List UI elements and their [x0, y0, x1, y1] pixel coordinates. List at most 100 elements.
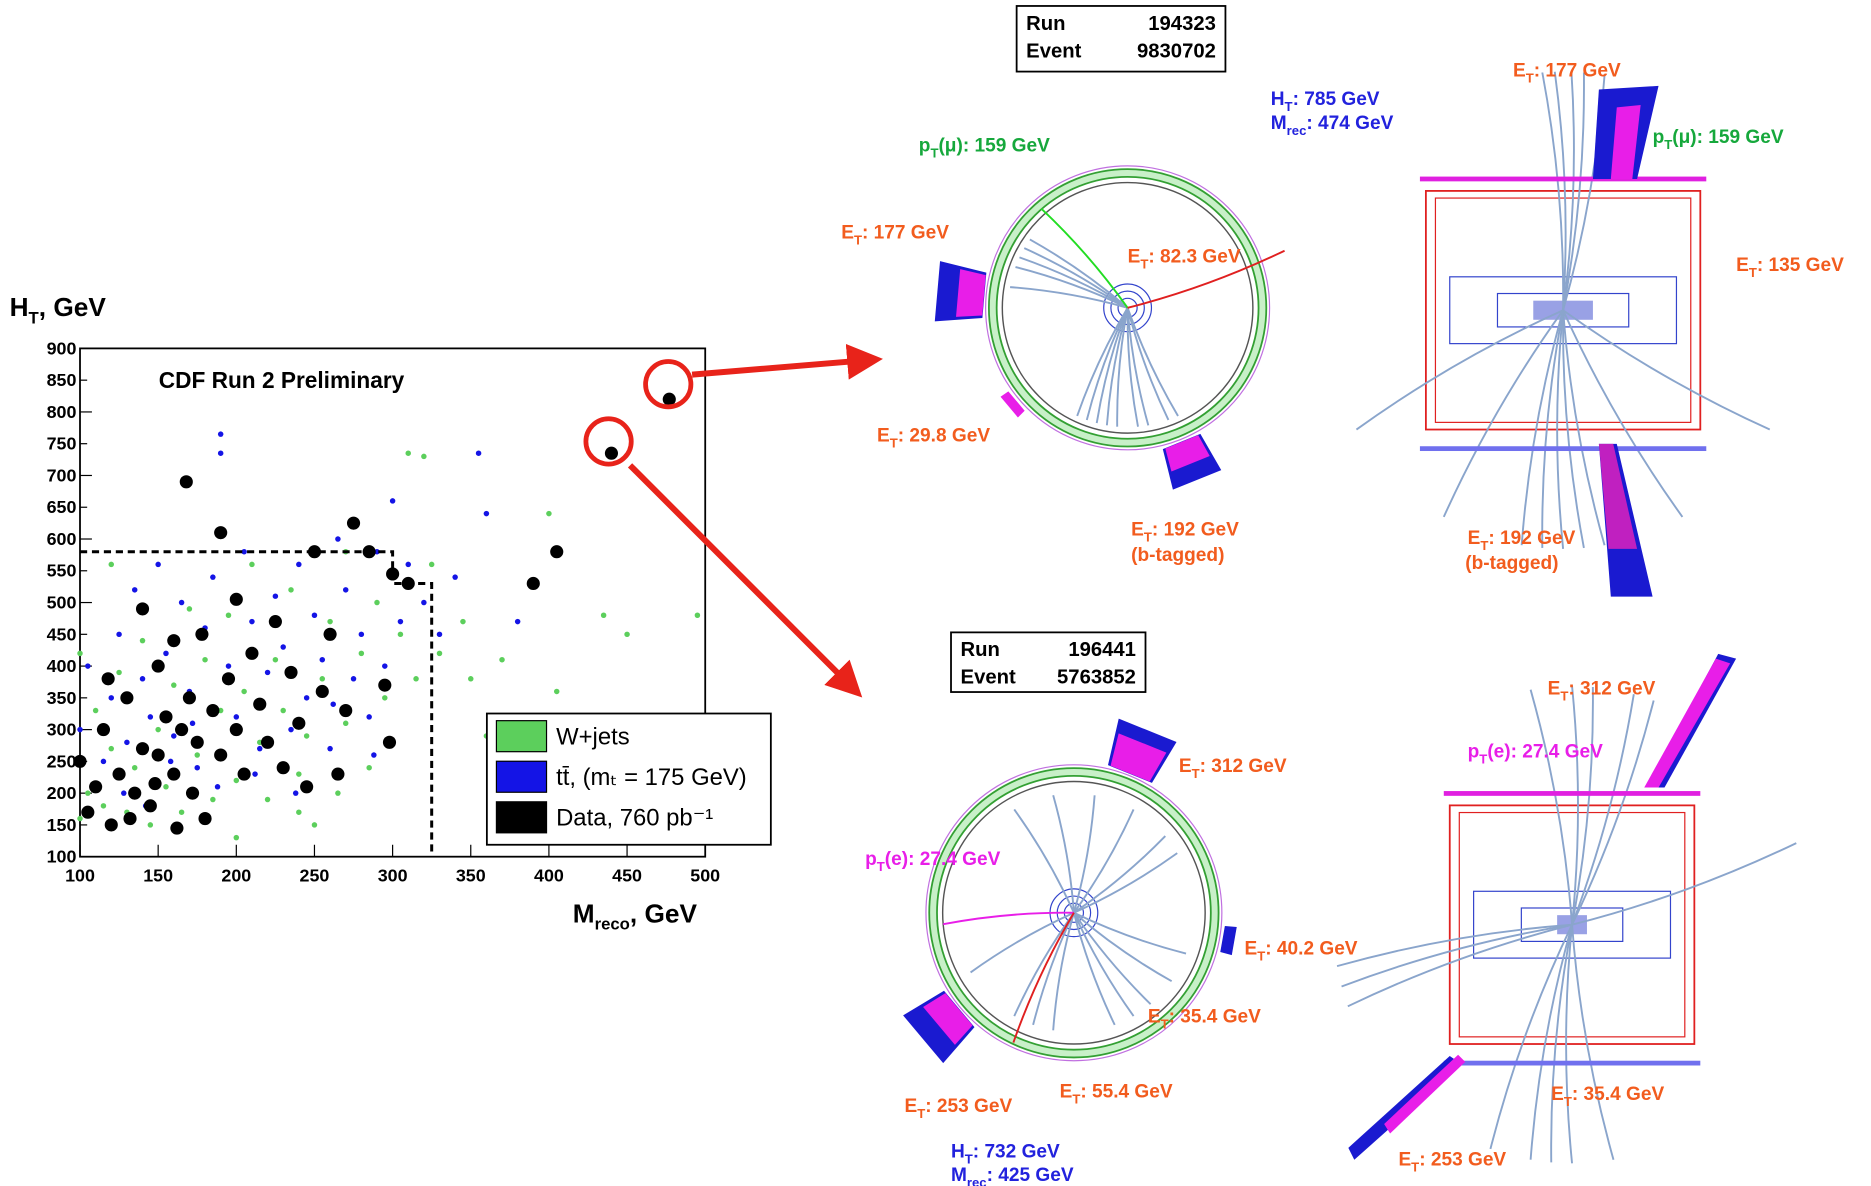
x-tick-label: 400 [534, 866, 564, 886]
point [460, 618, 466, 625]
x-tick-label: 200 [221, 866, 251, 886]
track [1571, 842, 1797, 926]
point [553, 688, 560, 695]
label-part: T [1161, 1017, 1169, 1032]
label-part: p [1468, 742, 1480, 763]
point [249, 618, 255, 625]
label-part: E [904, 1096, 917, 1117]
point [428, 561, 435, 568]
point [288, 726, 294, 733]
point [214, 784, 221, 790]
point [366, 714, 372, 720]
energy-tower [1644, 658, 1731, 788]
label-part: : 312 GeV [1200, 756, 1287, 777]
point [604, 446, 619, 460]
label-part: , GeV [39, 292, 107, 322]
track [1116, 307, 1129, 427]
track [1040, 208, 1129, 309]
event-label-text: HT: 785 GeV [1271, 89, 1380, 114]
label-part: : 253 GeV [925, 1096, 1012, 1117]
point [229, 592, 243, 606]
label-part: rec [967, 1175, 987, 1186]
point [253, 697, 267, 711]
label-part: E [1551, 1084, 1564, 1105]
y-tick-label: 100 [47, 847, 77, 867]
event-label-text: ET: 253 GeV [904, 1096, 1012, 1121]
point [366, 764, 372, 771]
y-tick-label: 800 [47, 402, 77, 422]
track [1565, 924, 1574, 1164]
track [1571, 686, 1594, 925]
point [155, 726, 161, 733]
point [303, 695, 310, 701]
label-part: T [1564, 1094, 1572, 1109]
point [135, 602, 150, 616]
track [1541, 310, 1565, 548]
label-part: , GeV [630, 898, 698, 928]
track [1105, 307, 1129, 426]
arrow [691, 343, 883, 380]
detector-outline [1424, 190, 1702, 431]
point [237, 767, 251, 781]
point [261, 735, 275, 749]
event-label-text: ET: 40.2 GeV [1245, 939, 1358, 964]
y-tick-label: 850 [47, 370, 77, 390]
track [1562, 310, 1606, 546]
event-label-text: ET: 35.4 GeV [1148, 1007, 1261, 1032]
point [421, 599, 427, 606]
point [514, 618, 521, 625]
event-label-text: ET: 177 GeV [1513, 60, 1621, 85]
x-tick-label: 150 [143, 866, 173, 886]
event-label: Event [1026, 40, 1081, 62]
point [195, 627, 209, 641]
track [1571, 924, 1615, 1160]
point [77, 726, 83, 733]
label-part: : 35.4 GeV [1169, 1007, 1262, 1028]
label-part: E [877, 425, 890, 446]
label-part: : 785 GeV [1293, 89, 1380, 110]
point [175, 723, 189, 737]
event-label-text: (b-tagged) [1131, 545, 1224, 566]
label-part: T [1479, 752, 1487, 767]
label-part: E [1060, 1082, 1073, 1103]
label-part: E [1179, 756, 1192, 777]
point [206, 703, 220, 718]
track [1562, 309, 1684, 518]
calorimeter-bar [1419, 176, 1707, 182]
point [100, 758, 107, 765]
point [143, 799, 157, 813]
track [1013, 912, 1075, 1017]
point [600, 612, 607, 618]
label-part: (μ): 159 GeV [938, 136, 1050, 157]
point [135, 742, 150, 756]
point [245, 646, 259, 660]
point [319, 656, 326, 663]
track [1012, 912, 1075, 1043]
run-box [950, 631, 1147, 693]
point [81, 805, 95, 819]
label-part: E [1548, 678, 1561, 699]
legend-label: Data, 760 pb⁻¹ [556, 805, 713, 832]
point [217, 450, 224, 456]
point [217, 431, 224, 437]
point [264, 796, 271, 803]
label-part: T [1140, 256, 1148, 271]
point [77, 815, 83, 822]
label-part: : 177 GeV [862, 223, 949, 244]
energy-tower [956, 269, 986, 317]
point [167, 634, 181, 648]
point [167, 758, 174, 765]
point [339, 703, 353, 718]
point [120, 691, 134, 705]
point [342, 720, 349, 727]
point [214, 748, 228, 762]
track [1562, 309, 1771, 431]
event-label-text: ET: 135 GeV [1736, 255, 1844, 280]
point [526, 576, 540, 591]
label-part: T [965, 1151, 973, 1166]
arrow [627, 463, 863, 698]
y-axis-label: HT, GeV [10, 292, 107, 327]
track [1072, 912, 1116, 1026]
label-part: E [1128, 246, 1141, 267]
track [1085, 307, 1129, 421]
